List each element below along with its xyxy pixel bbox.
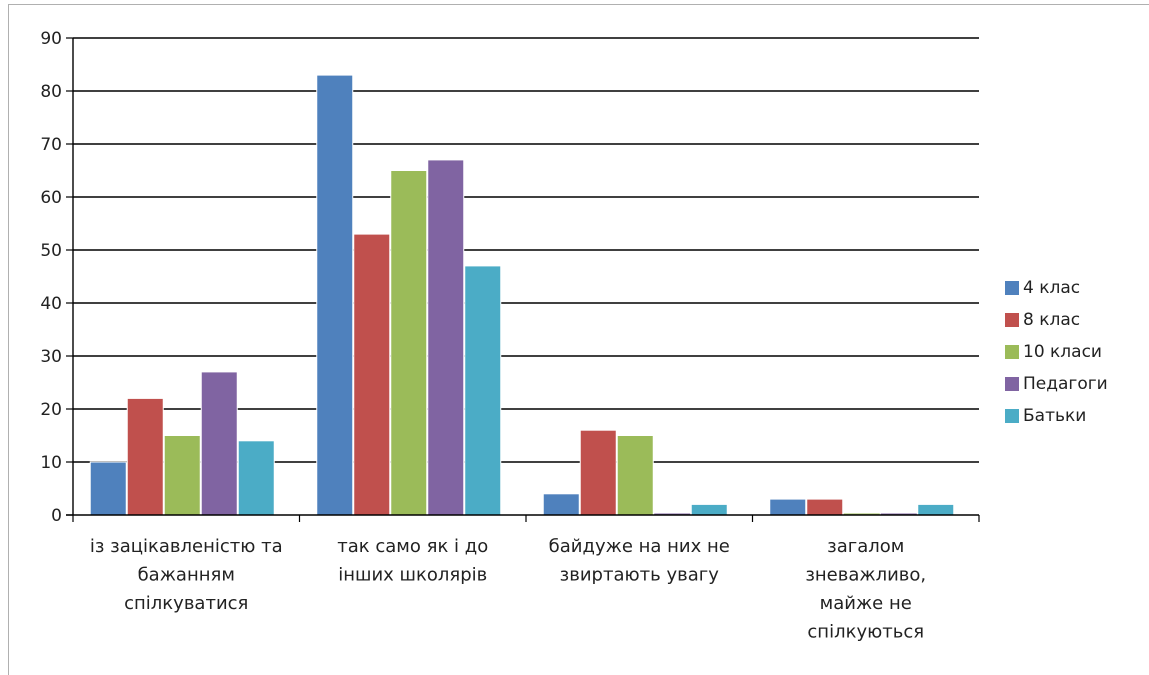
bar [390, 170, 428, 516]
bar [464, 265, 502, 516]
bar [654, 513, 691, 515]
bar [89, 461, 127, 516]
legend-item: 4 клас [1005, 272, 1108, 304]
legend-item: Батьки [1005, 400, 1108, 432]
bar [880, 513, 917, 515]
y-tick-label: 40 [40, 294, 62, 314]
y-tick-label: 0 [51, 506, 62, 526]
bar [917, 503, 955, 516]
legend-item: 8 клас [1005, 304, 1108, 336]
gridlines [73, 37, 979, 463]
y-tick-label: 30 [40, 347, 62, 367]
y-tick-label: 10 [40, 453, 62, 473]
legend-item: Педагоги [1005, 368, 1108, 400]
legend-swatch [1005, 377, 1019, 391]
legend-swatch [1005, 313, 1019, 327]
legend-label: Батьки [1023, 406, 1087, 426]
legend-label: 4 клас [1023, 278, 1081, 298]
y-tick-label: 50 [40, 241, 62, 261]
chart-frame [8, 4, 1149, 675]
y-tick-label: 70 [40, 135, 62, 155]
legend-label: 10 класи [1023, 342, 1102, 362]
legend-item: 10 класи [1005, 336, 1108, 368]
x-category-label: так само як і до інших школярів [337, 536, 488, 586]
axes [66, 37, 980, 522]
bar [163, 435, 201, 516]
bar [353, 233, 391, 516]
bar [200, 371, 238, 516]
bar [316, 74, 354, 516]
x-category-label: загалом зневажливо, майже не спілкуються [805, 536, 926, 643]
bar [769, 498, 807, 516]
bar [690, 503, 728, 516]
x-category-label: байдуже на них не звиртають увагу [549, 536, 730, 586]
x-category-labels: із зацікавленістю та бажанням спілкуватися… [90, 536, 926, 643]
bar [427, 159, 465, 516]
bar [126, 397, 164, 516]
bar [579, 429, 617, 516]
bar [616, 435, 654, 516]
y-tick-label: 90 [40, 29, 62, 49]
legend-swatch [1005, 409, 1019, 423]
legend: 4 клас 8 клас 10 класи Педагоги Батьки [1005, 272, 1108, 432]
legend-label: Педагоги [1023, 374, 1108, 394]
x-category-label: із зацікавленістю та бажанням спілкуватися [90, 536, 283, 614]
bar [843, 513, 880, 515]
y-tick-label: 80 [40, 82, 62, 102]
bars [89, 74, 955, 516]
bar [237, 440, 275, 516]
y-tick-label: 60 [40, 188, 62, 208]
bar [542, 493, 580, 516]
legend-swatch [1005, 345, 1019, 359]
legend-label: 8 клас [1023, 310, 1081, 330]
y-tick-labels: 0 10 20 30 40 50 60 70 80 90 [40, 29, 62, 526]
legend-swatch [1005, 281, 1019, 295]
bar [806, 498, 844, 516]
y-tick-label: 20 [40, 400, 62, 420]
